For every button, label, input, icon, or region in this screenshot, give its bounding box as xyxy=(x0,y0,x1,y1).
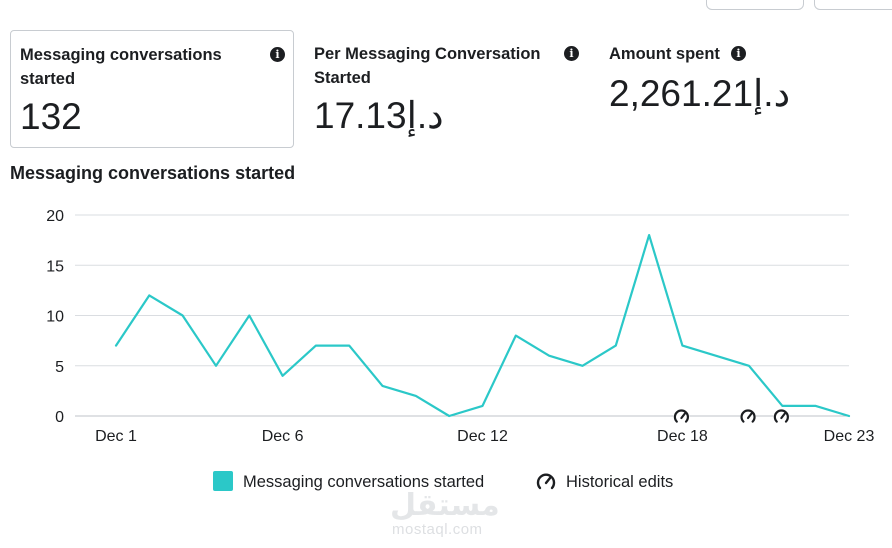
metric-value: 17.13د.إ xyxy=(314,95,444,136)
y-tick-label: 20 xyxy=(46,208,64,225)
x-tick-label: Dec 1 xyxy=(95,428,137,445)
chart-legend: Messaging conversations started Historic… xyxy=(0,466,892,498)
info-icon[interactable]: i xyxy=(731,46,746,61)
metric-card-cost-per-conversation[interactable]: Per Messaging Conversation Started i 17.… xyxy=(305,30,595,148)
historical-edit-marker xyxy=(773,409,790,425)
y-tick-label: 15 xyxy=(46,258,64,275)
legend-label-historical-edits[interactable]: Historical edits xyxy=(566,473,674,491)
historical-edit-marker xyxy=(740,409,757,425)
metric-card-conversations[interactable]: Messaging conversations started i 132 xyxy=(10,30,294,148)
historical-edit-marker xyxy=(673,409,690,425)
marker-needle xyxy=(780,412,786,420)
x-axis-ticks: Dec 1 Dec 6 Dec 12 Dec 18 Dec 23 xyxy=(95,428,874,445)
marker-arc xyxy=(673,409,689,423)
legend-swatch-conversations[interactable] xyxy=(213,471,233,491)
top-button-left[interactable] xyxy=(706,0,804,10)
top-button-right[interactable] xyxy=(814,0,892,10)
y-axis-ticks: 0 5 10 15 20 xyxy=(46,208,64,426)
y-tick-label: 10 xyxy=(46,309,64,326)
info-icon[interactable]: i xyxy=(270,47,285,62)
chart-grid xyxy=(75,214,849,417)
metric-title: Amount spent xyxy=(609,45,720,63)
x-tick-label: Dec 18 xyxy=(657,428,708,445)
y-tick-label: 0 xyxy=(55,409,64,426)
metric-value: 2,261.21د.إ xyxy=(609,73,791,114)
chart-section-title: Messaging conversations started xyxy=(10,163,296,183)
info-icon[interactable]: i xyxy=(564,46,579,61)
x-tick-label: Dec 12 xyxy=(457,428,508,445)
series-line xyxy=(114,234,851,418)
marker-arc xyxy=(773,409,789,423)
marker-needle xyxy=(746,412,753,420)
metric-title: Per Messaging Conversation Started xyxy=(314,45,541,87)
watermark-logo: مستقل xyxy=(390,488,500,523)
chart-series xyxy=(114,234,851,418)
marker-arc xyxy=(740,409,756,423)
metric-title: Messaging conversations started xyxy=(20,46,222,88)
watermark-text: mostaql.com xyxy=(392,521,483,538)
x-tick-label: Dec 23 xyxy=(824,428,875,445)
historical-edit-markers xyxy=(673,409,790,425)
metric-card-amount-spent[interactable]: Amount spent i 2,261.21د.إ xyxy=(600,30,860,148)
metric-value: 132 xyxy=(20,96,82,137)
marker-needle xyxy=(680,412,687,420)
historical-edit-icon xyxy=(536,473,556,490)
x-tick-label: Dec 6 xyxy=(262,428,304,445)
y-tick-label: 5 xyxy=(55,359,64,376)
legend-label-conversations[interactable]: Messaging conversations started xyxy=(243,473,485,491)
